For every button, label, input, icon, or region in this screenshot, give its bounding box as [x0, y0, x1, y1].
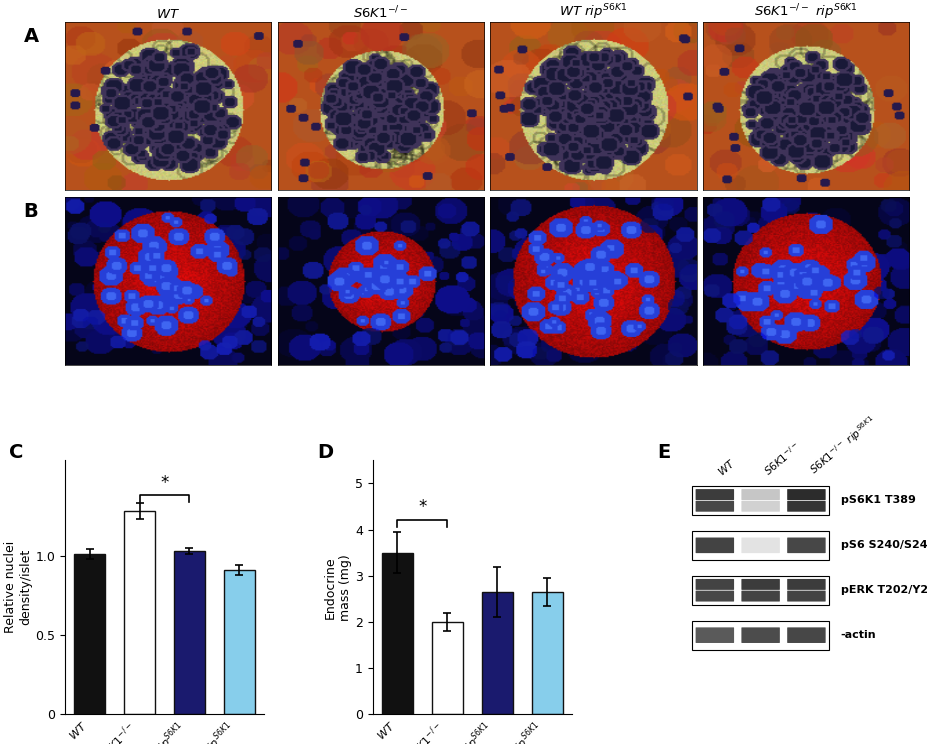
FancyBboxPatch shape: [786, 489, 825, 500]
FancyBboxPatch shape: [695, 591, 733, 602]
Text: D: D: [317, 443, 333, 461]
FancyBboxPatch shape: [786, 627, 825, 643]
FancyBboxPatch shape: [741, 537, 779, 553]
Bar: [173, 551, 205, 714]
Text: *: *: [160, 474, 169, 492]
FancyBboxPatch shape: [786, 579, 825, 590]
FancyBboxPatch shape: [786, 591, 825, 602]
Y-axis label: Endocrine
mass (mg): Endocrine mass (mg): [324, 554, 352, 620]
Text: *: *: [418, 498, 426, 516]
Text: A: A: [24, 28, 39, 46]
Text: $\mathit{WT}$: $\mathit{WT}$: [714, 457, 737, 478]
FancyBboxPatch shape: [695, 489, 733, 500]
Text: B: B: [24, 202, 38, 221]
Title: $\mathit{WT}$: $\mathit{WT}$: [156, 8, 180, 21]
Bar: [381, 553, 413, 714]
Title: $\mathit{WT\ rip^{S6K1}}$: $\mathit{WT\ rip^{S6K1}}$: [559, 3, 627, 22]
Text: C: C: [9, 443, 23, 461]
Bar: [481, 592, 513, 714]
Title: $\mathit{S6K1^{-/-}}$: $\mathit{S6K1^{-/-}}$: [352, 4, 408, 21]
FancyBboxPatch shape: [741, 501, 779, 512]
FancyBboxPatch shape: [695, 501, 733, 512]
Bar: [692, 486, 829, 515]
Text: pS6K1 T389: pS6K1 T389: [840, 496, 915, 505]
FancyBboxPatch shape: [695, 627, 733, 643]
Text: -actin: -actin: [840, 630, 875, 640]
Bar: [74, 554, 105, 714]
Text: pERK T202/Y204: pERK T202/Y204: [840, 586, 927, 595]
Text: pS6 S240/S244: pS6 S240/S244: [840, 540, 927, 551]
FancyBboxPatch shape: [786, 501, 825, 512]
Title: $\mathit{S6K1^{-/-}\ rip^{S6K1}}$: $\mathit{S6K1^{-/-}\ rip^{S6K1}}$: [754, 3, 857, 22]
Text: $\mathit{S6K1^{-/-}}$: $\mathit{S6K1^{-/-}}$: [760, 440, 802, 478]
FancyBboxPatch shape: [786, 537, 825, 553]
FancyBboxPatch shape: [741, 489, 779, 500]
Text: $\mathit{S6K1^{-/-}\ rip^{S6K1}}$: $\mathit{S6K1^{-/-}\ rip^{S6K1}}$: [806, 414, 879, 478]
FancyBboxPatch shape: [695, 537, 733, 553]
Bar: [692, 620, 829, 650]
FancyBboxPatch shape: [741, 591, 779, 602]
Bar: [223, 570, 255, 714]
Bar: [124, 511, 155, 714]
Bar: [692, 530, 829, 560]
Y-axis label: Relative nuclei
density/islet: Relative nuclei density/islet: [5, 541, 32, 633]
FancyBboxPatch shape: [695, 579, 733, 590]
Bar: [431, 622, 463, 714]
Text: E: E: [657, 443, 670, 461]
Bar: [692, 576, 829, 605]
FancyBboxPatch shape: [741, 579, 779, 590]
FancyBboxPatch shape: [741, 627, 779, 643]
Bar: [531, 592, 562, 714]
